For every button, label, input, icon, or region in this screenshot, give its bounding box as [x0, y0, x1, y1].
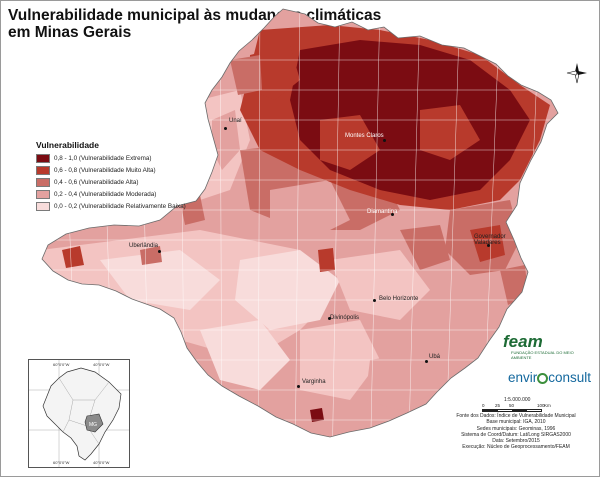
legend: Vulnerabilidade 0,8 - 1,0 (Vulnerabilida…	[36, 140, 186, 213]
legend-label-high: 0,4 - 0,6 (Vulnerabilidade Alta)	[54, 179, 139, 186]
compass-rose-icon	[566, 63, 587, 84]
legend-item-extreme: 0,8 - 1,0 (Vulnerabilidade Extrema)	[36, 153, 186, 164]
credits-line-3: Sedes municipais: Geominas, 1996	[476, 425, 556, 432]
city-label-montes-claros: Montes Claros	[345, 133, 384, 139]
scale-ticks: 0 25 50 100 Km	[482, 403, 552, 409]
brazil-inset-map: MG 60°0'0"W 40°0'0"W 60°0'0"W 40°0'0"W	[28, 359, 130, 468]
legend-item-high: 0,4 - 0,6 (Vulnerabilidade Alta)	[36, 177, 186, 188]
inset-tick-bottom-right: 40°0'0"W	[93, 460, 110, 465]
enviroconsult-logo-part2: consult	[548, 370, 592, 385]
city-label-uberlandia: Uberlândia	[129, 243, 159, 249]
scale-bar: 1:5.000.000 0 25 50 100 Km	[482, 397, 552, 412]
city-label-varginha: Varginha	[302, 379, 326, 385]
legend-swatch-low	[36, 202, 50, 211]
legend-item-very-high: 0,6 - 0,8 (Vulnerabilidade Muito Alta)	[36, 165, 186, 176]
brazil-outline: MG	[29, 360, 129, 467]
map-credits: Fonte dos Dados: Índice de Vulnerabilida…	[440, 413, 592, 451]
legend-swatch-moderate	[36, 190, 50, 199]
scale-bar-graphic	[482, 409, 542, 412]
feam-logo-text: feam	[503, 332, 543, 351]
city-dot-diamantina	[391, 213, 394, 216]
city-dot-unai	[224, 127, 227, 130]
legend-label-low: 0,0 - 0,2 (Vulnerabilidade Relativamente…	[54, 203, 186, 210]
enviroconsult-logo-part1: envir	[508, 370, 538, 385]
enviroconsult-ring-icon	[537, 373, 549, 384]
city-dot-divinopolis	[328, 317, 331, 320]
city-dot-uba	[425, 360, 428, 363]
inset-tick-top-left: 60°0'0"W	[53, 362, 70, 367]
legend-label-moderate: 0,2 - 0,4 (Vulnerabilidade Moderada)	[54, 191, 157, 198]
legend-swatch-extreme	[36, 154, 50, 163]
feam-logo: feam FUNDAÇÃO ESTADUAL DO MEIO AMBIENTE	[503, 333, 593, 360]
credits-line-5: Data: Setembro/2015	[492, 438, 540, 445]
legend-swatch-very-high	[36, 166, 50, 175]
credits-line-1: Fonte dos Dados: Índice de Vulnerabilida…	[456, 413, 576, 419]
city-dot-varginha	[297, 385, 300, 388]
city-label-diamantina: Diamantina	[367, 209, 398, 215]
scale-tick-50: 50	[509, 403, 515, 408]
legend-label-very-high: 0,6 - 0,8 (Vulnerabilidade Muito Alta)	[54, 167, 156, 174]
inset-tick-top-right: 40°0'0"W	[93, 362, 110, 367]
city-label-belo-horizonte: Belo Horizonte	[379, 296, 419, 302]
scale-tick-25: 25	[495, 403, 501, 408]
inset-tick-bottom-left: 60°0'0"W	[53, 460, 70, 465]
inset-mg-label: MG	[89, 422, 97, 428]
legend-item-moderate: 0,2 - 0,4 (Vulnerabilidade Moderada)	[36, 189, 186, 200]
city-dot-montes-claros	[383, 139, 386, 142]
city-label-uba: Ubá	[429, 354, 441, 360]
scale-tick-100: 100	[537, 403, 545, 408]
legend-label-extreme: 0,8 - 1,0 (Vulnerabilidade Extrema)	[54, 155, 152, 162]
city-label-unai: Unaí	[229, 118, 242, 124]
scale-unit: Km	[544, 403, 551, 408]
feam-logo-subtitle: FUNDAÇÃO ESTADUAL DO MEIO AMBIENTE	[511, 350, 574, 360]
credits-line-4: Sistema de Coord/Datum: Lat/Long SIRGAS2…	[461, 431, 571, 438]
enviroconsult-logo: envir consult	[508, 370, 591, 385]
legend-swatch-high	[36, 178, 50, 187]
city-dot-uberlandia	[158, 250, 161, 253]
legend-title: Vulnerabilidade	[36, 140, 99, 150]
credits-line-2: Base municipal: IGA, 2010	[486, 419, 546, 426]
scale-ratio: 1:5.000.000	[504, 397, 531, 403]
city-label-governador-valadares: Governador Valadares	[474, 234, 506, 246]
city-label-divinopolis: Divinópolis	[330, 315, 360, 321]
city-dot-governador-valadares	[487, 244, 490, 247]
credits-line-6: Execução: Núcleo de Geoprocessamento/FEA…	[462, 444, 570, 451]
scale-tick-0: 0	[482, 403, 485, 408]
map-title-line2: em Minas Gerais	[8, 24, 132, 41]
legend-item-low: 0,0 - 0,2 (Vulnerabilidade Relativamente…	[36, 201, 186, 212]
city-dot-belo-horizonte	[373, 299, 376, 302]
